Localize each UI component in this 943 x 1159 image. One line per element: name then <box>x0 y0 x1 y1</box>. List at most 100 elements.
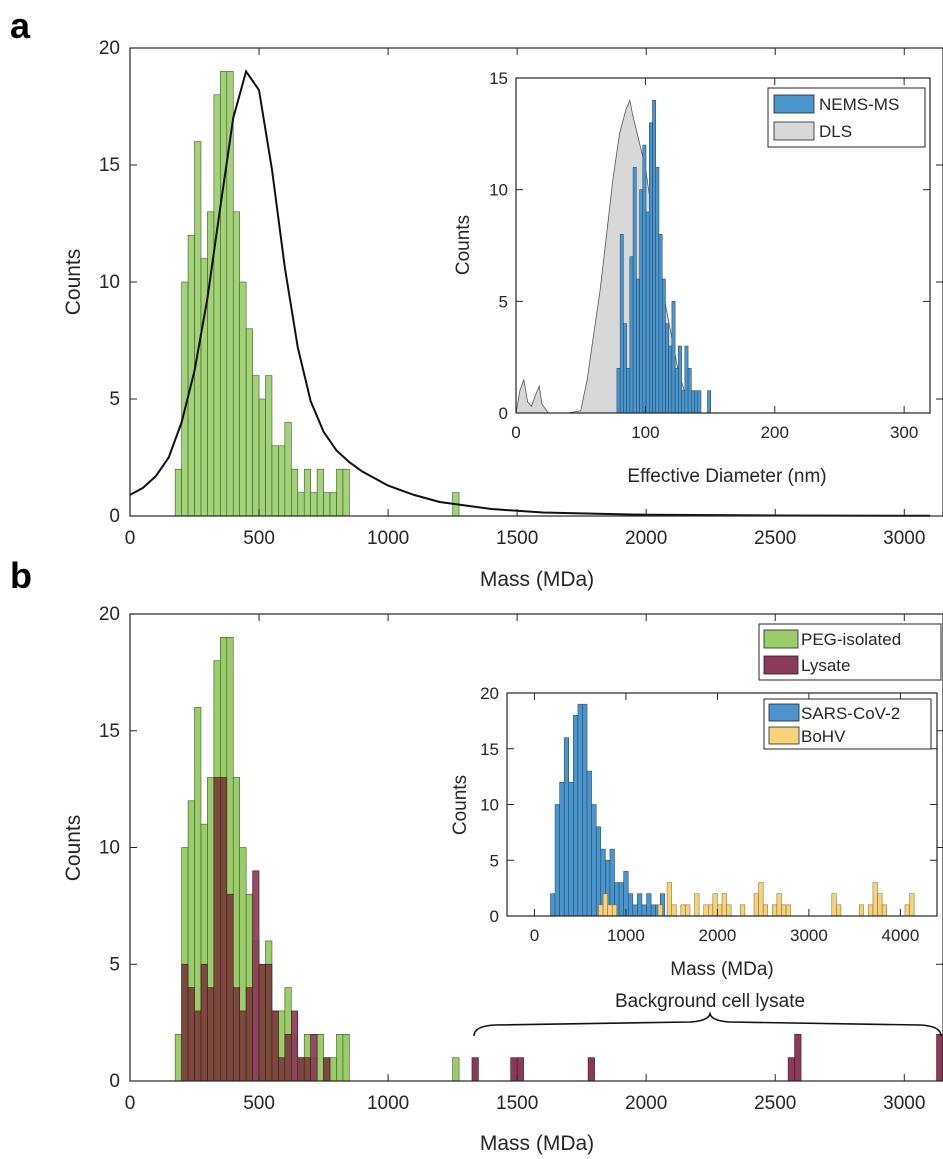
inset-a-bar <box>661 278 666 414</box>
panel-b-xtick-label: 0 <box>125 1093 136 1114</box>
bohv-bar <box>740 904 746 917</box>
sars-bar <box>595 826 602 917</box>
lysate-bar <box>278 1057 286 1082</box>
lysate-bar <box>587 1057 595 1082</box>
panel-b-ytick-label: 10 <box>99 838 120 859</box>
legend-swatch-sars <box>768 703 800 722</box>
sars-bar <box>582 703 588 917</box>
peg-bar <box>336 1034 344 1082</box>
panel-b-xtick-label: 1000 <box>367 1093 409 1114</box>
sars-bar <box>591 804 597 917</box>
bohv-bar <box>872 882 878 917</box>
lysate-bar <box>291 1010 299 1082</box>
inset-a-axes-box <box>515 77 931 414</box>
panel-a-xtick-label: 2500 <box>754 528 796 549</box>
lysate-bar <box>794 1034 802 1082</box>
panel-b-ytick-label: 15 <box>99 721 120 742</box>
panel-a-ylabel: Counts <box>62 249 85 316</box>
lysate-bar <box>471 1057 479 1082</box>
panel-b-xticks: 0 500 1000 1500 2000 2500 3000 <box>125 614 925 1114</box>
legend-swatch-nems <box>773 94 815 114</box>
bohv-bar <box>881 904 887 917</box>
panel-a-yticks: 0 5 10 15 20 <box>99 38 943 527</box>
legend-label-nems: NEMS-MS <box>819 95 899 114</box>
bohv-bar <box>772 904 778 917</box>
peg-bar <box>174 1034 182 1082</box>
panel-a-ytick-label: 10 <box>99 272 120 293</box>
inset-b-xtick-label: 1000 <box>607 926 645 945</box>
inset-b-xtick-label: 2000 <box>699 926 737 945</box>
panel-b-yticks: 0 5 10 15 20 <box>99 604 943 1092</box>
histogram-bar <box>265 375 273 517</box>
sars-bar <box>646 893 652 917</box>
histogram-bar <box>239 281 247 517</box>
lysate-bar <box>258 963 266 1082</box>
brace <box>473 1011 942 1037</box>
inset-a-xtick-label: 300 <box>890 423 918 442</box>
lysate-bar <box>323 1057 331 1082</box>
panel-b-xtick-label: 500 <box>243 1093 275 1114</box>
bohv-bar <box>753 893 759 917</box>
legend-label-peg: PEG-isolated <box>801 630 901 649</box>
inset-a-bar <box>674 368 679 414</box>
sars-bar <box>568 781 574 917</box>
inset-a-xtick-label: 100 <box>631 423 659 442</box>
bohv-bar <box>607 904 613 917</box>
histogram-bar <box>200 258 208 517</box>
sars-bar <box>637 893 643 917</box>
inset-a-bar <box>632 167 637 414</box>
inset-a-ytick-label: 15 <box>489 69 508 88</box>
inset-a-bar <box>658 234 663 414</box>
panel-a-xtick-label: 1500 <box>496 528 538 549</box>
inset-a-bar <box>671 301 676 414</box>
legend-label-lysate: Lysate <box>801 656 850 675</box>
inset-b-ytick-label: 20 <box>480 684 499 703</box>
inset-a-bar <box>681 390 686 414</box>
histogram-bar <box>278 445 286 517</box>
sars-bar <box>586 770 592 917</box>
bohv-bar <box>712 893 718 917</box>
histogram-bar <box>336 468 344 517</box>
lysate-annotation: Background cell lysate <box>473 991 942 1037</box>
panel-a-xtick-label: 0 <box>125 528 136 549</box>
sars-bar <box>563 737 570 917</box>
peg-bar <box>316 1034 324 1082</box>
panel-a-ytick-label: 0 <box>109 506 120 527</box>
bohv-bar <box>877 893 883 917</box>
inset-b-ytick-label: 15 <box>480 740 499 759</box>
inset-a-bar <box>649 122 653 414</box>
bohv-bar <box>717 904 723 917</box>
lysate-bar <box>200 963 208 1082</box>
bohv-bar <box>671 904 677 917</box>
lysate-bar <box>226 893 234 1082</box>
inset-a-yticks: 0 5 10 15 <box>489 69 930 423</box>
legend-label-sars: SARS-CoV-2 <box>801 704 900 723</box>
inset-a-ylabel: Counts <box>453 215 474 275</box>
bohv-bar <box>598 904 604 917</box>
bohv-bar <box>909 893 915 917</box>
histogram-bar <box>258 398 266 517</box>
panel-b-ytick-label: 20 <box>99 604 120 625</box>
histogram-bar <box>213 94 221 517</box>
panel-a-inset: 0 100 200 300 0 5 10 15 Effective Diameter (nm… <box>453 69 931 487</box>
legend-label-dls: DLS <box>819 122 852 141</box>
panel-a-xticks: 0 500 1000 1500 2000 2500 3000 <box>125 48 925 549</box>
legend-label-bohv: BoHV <box>801 727 846 746</box>
inset-b-xtick-label: 0 <box>530 926 539 945</box>
lysate-bar <box>181 963 189 1082</box>
panel-a-xtick-label: 2000 <box>625 528 667 549</box>
inset-a-bar <box>684 345 689 414</box>
lysate-bar <box>245 987 253 1082</box>
lysate-bar <box>516 1057 524 1082</box>
histogram-bar <box>232 211 240 517</box>
bohv-bar <box>703 904 709 917</box>
panel-b-ytick-label: 5 <box>109 954 120 975</box>
legend-swatch-lysate <box>763 655 799 675</box>
bohv-bar <box>781 904 787 917</box>
panel-b-xtick-label: 2000 <box>625 1093 667 1114</box>
panel-b-xtick-label: 2500 <box>754 1093 796 1114</box>
inset-a-ytick-label: 5 <box>499 292 508 311</box>
sars-bar <box>554 804 560 917</box>
inset-a-bar <box>639 189 644 414</box>
legend-swatch-bohv <box>768 726 800 745</box>
